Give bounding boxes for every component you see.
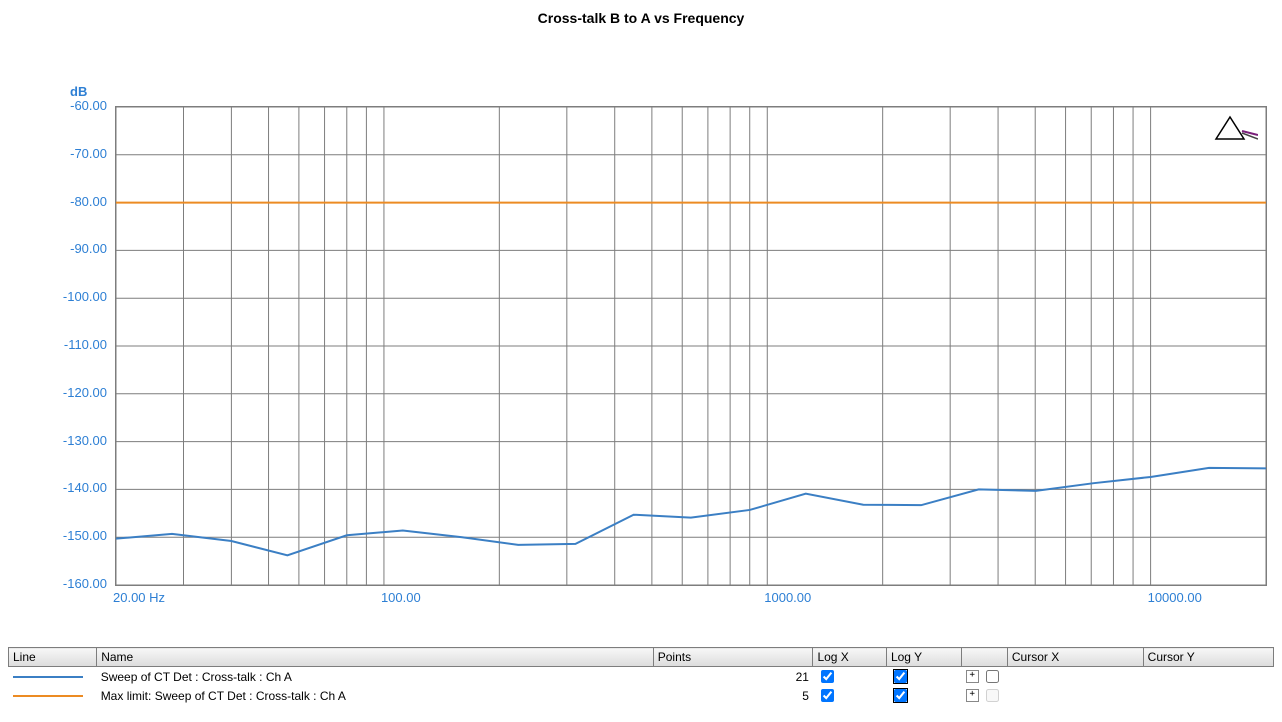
cursorx-cell [1007, 686, 1143, 705]
series-name-cell: Max limit: Sweep of CT Det : Cross-talk … [97, 686, 654, 705]
table-header[interactable]: Line [9, 648, 97, 667]
extra-checkbox[interactable] [986, 689, 999, 702]
y-tick-label: -80.00 [47, 194, 107, 209]
y-tick-label: -140.00 [47, 480, 107, 495]
y-tick-label: -90.00 [47, 241, 107, 256]
table-header[interactable]: Cursor X [1007, 648, 1143, 667]
logx-cell[interactable] [813, 686, 886, 705]
expand-icon[interactable]: + [966, 670, 979, 683]
table-header[interactable]: Points [653, 648, 813, 667]
y-tick-label: -130.00 [47, 433, 107, 448]
table-header[interactable] [962, 648, 1008, 667]
table-row[interactable]: Sweep of CT Det : Cross-talk : Ch A21 + [9, 667, 1274, 687]
points-cell: 5 [653, 686, 813, 705]
cursorx-cell [1007, 667, 1143, 687]
y-axis-unit: dB [70, 84, 87, 99]
y-tick-label: -160.00 [47, 576, 107, 591]
y-tick-label: -150.00 [47, 528, 107, 543]
table-header[interactable]: Log X [813, 648, 886, 667]
x-tick-label: 100.00 [381, 590, 421, 605]
plot-area[interactable] [115, 106, 1267, 586]
x-tick-label: 20.00 Hz [113, 590, 165, 605]
cursory-cell [1143, 686, 1273, 705]
logy-checkbox[interactable] [894, 689, 907, 702]
y-tick-label: -60.00 [47, 98, 107, 113]
y-tick-label: -110.00 [47, 337, 107, 352]
expand-icon[interactable]: + [966, 689, 979, 702]
logx-checkbox[interactable] [821, 689, 834, 702]
logx-cell[interactable] [813, 667, 886, 687]
logy-cell[interactable] [886, 667, 961, 687]
logy-cell[interactable] [886, 686, 961, 705]
series-name-cell: Sweep of CT Det : Cross-talk : Ch A [97, 667, 654, 687]
extra-checkbox[interactable] [986, 670, 999, 683]
y-tick-label: -100.00 [47, 289, 107, 304]
chart-title: Cross-talk B to A vs Frequency [0, 0, 1282, 26]
table-header[interactable]: Log Y [886, 648, 961, 667]
prism-icon [1214, 113, 1258, 148]
expand-cell[interactable]: + [962, 686, 1008, 705]
logx-checkbox[interactable] [821, 670, 834, 683]
x-tick-label: 10000.00 [1148, 590, 1202, 605]
expand-cell[interactable]: + [962, 667, 1008, 687]
table-header[interactable]: Name [97, 648, 654, 667]
table-row[interactable]: Max limit: Sweep of CT Det : Cross-talk … [9, 686, 1274, 705]
x-tick-label: 1000.00 [764, 590, 811, 605]
plot-svg [116, 107, 1266, 585]
y-tick-label: -70.00 [47, 146, 107, 161]
legend-table[interactable]: LineNamePointsLog XLog Y Cursor XCursor Y… [8, 647, 1274, 705]
series-sweep [116, 468, 1266, 555]
cursory-cell [1143, 667, 1273, 687]
line-swatch-cell [9, 686, 97, 705]
table-header[interactable]: Cursor Y [1143, 648, 1273, 667]
line-swatch-cell [9, 667, 97, 687]
y-tick-label: -120.00 [47, 385, 107, 400]
points-cell: 21 [653, 667, 813, 687]
logy-checkbox[interactable] [894, 670, 907, 683]
